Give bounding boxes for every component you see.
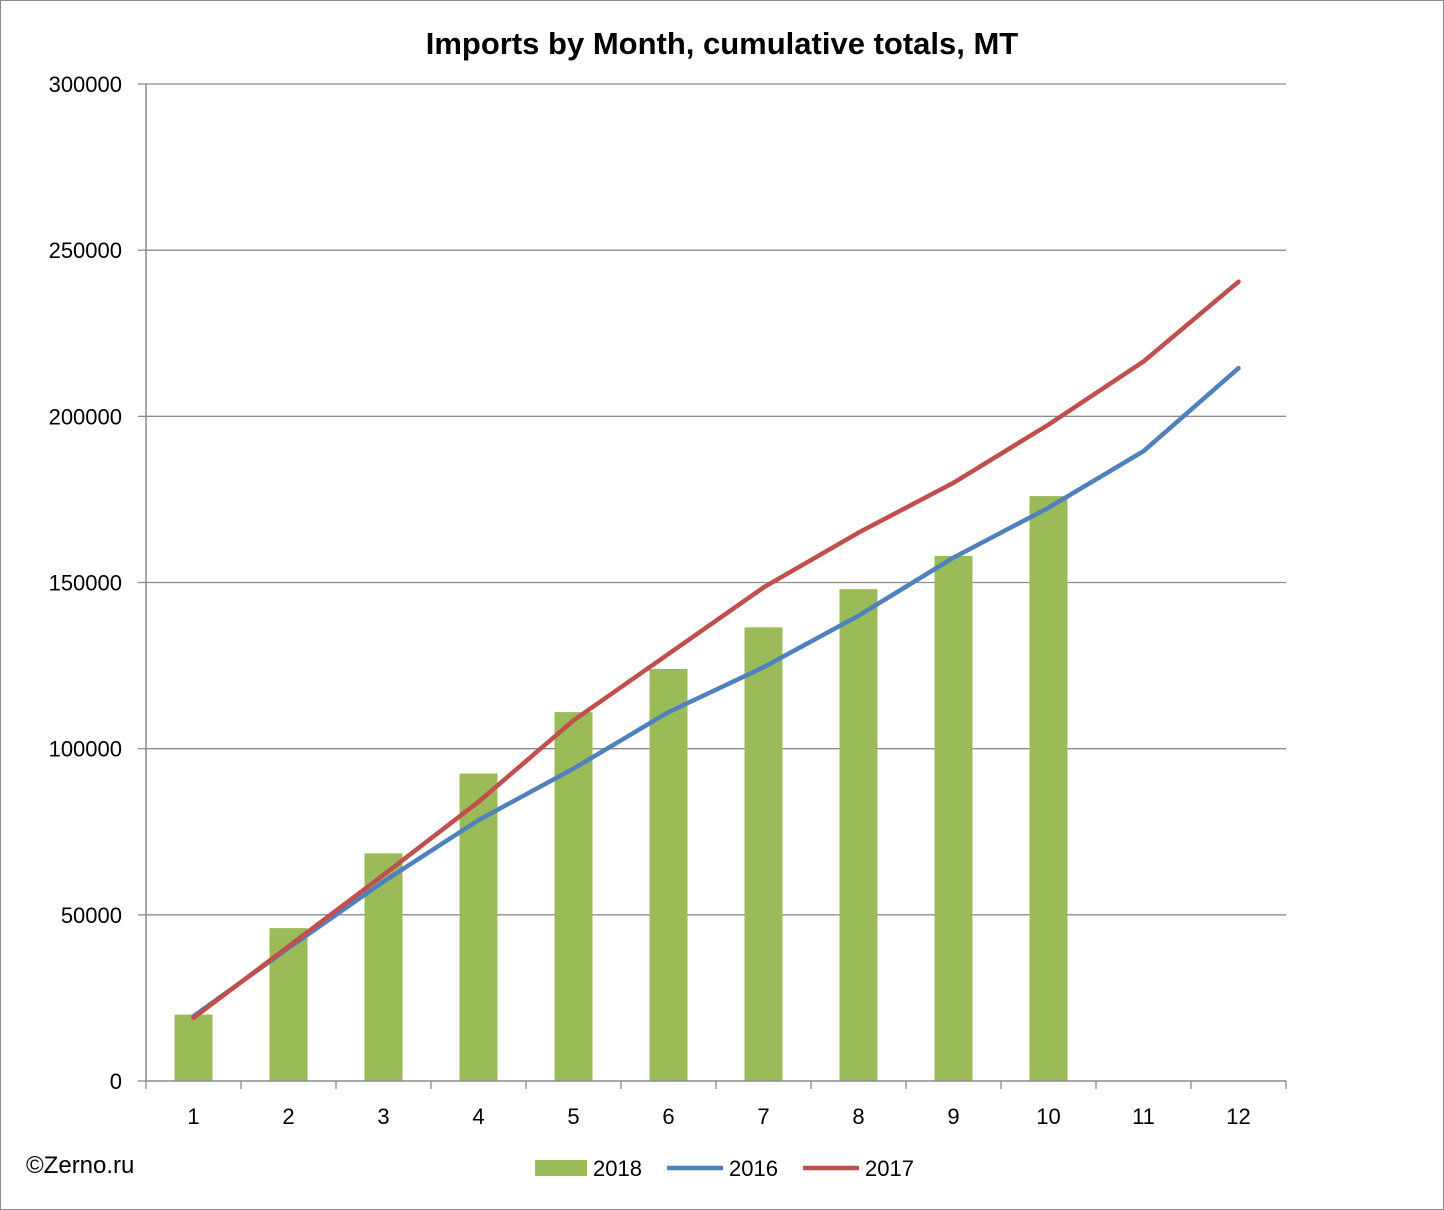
- x-tick-label: 8: [852, 1104, 864, 1129]
- gridlines: [146, 83, 1286, 916]
- line-series-2016: [191, 365, 1241, 1019]
- y-tick-label: 50000: [61, 903, 122, 928]
- x-tick-label: 6: [662, 1104, 674, 1129]
- bar-2018-6: [649, 668, 688, 1081]
- y-tick-label: 150000: [49, 571, 122, 596]
- bar-2018-1: [174, 1014, 213, 1081]
- y-tick-label: 250000: [49, 238, 122, 263]
- bar-2018-10: [1029, 496, 1068, 1081]
- legend-label-2016: 2016: [729, 1156, 778, 1181]
- bar-2018-7: [744, 627, 783, 1081]
- y-tick-label: 0: [110, 1069, 122, 1094]
- x-tick-label: 12: [1226, 1104, 1250, 1129]
- legend-label-2018: 2018: [593, 1156, 642, 1181]
- x-tick-label: 3: [377, 1104, 389, 1129]
- chart-title: Imports by Month, cumulative totals, MT: [425, 26, 1019, 61]
- x-tick-label: 9: [947, 1104, 959, 1129]
- bar-2018-8: [839, 589, 878, 1081]
- axes: [138, 83, 1287, 1089]
- x-tick-label: 4: [472, 1104, 484, 1129]
- y-tick-label: 200000: [49, 404, 122, 429]
- x-tick-labels: 1 2 3 4 5 6 7 8 9 10 11 12: [187, 1104, 1250, 1129]
- line-series: [191, 279, 1241, 1021]
- x-tick-label: 2: [282, 1104, 294, 1129]
- legend: 2018 2016 2017: [535, 1156, 914, 1181]
- x-tick-label: 10: [1036, 1104, 1060, 1129]
- x-tick-label: 11: [1132, 1104, 1155, 1129]
- bar-2018-4: [459, 773, 498, 1081]
- line-series-2017: [191, 279, 1241, 1021]
- bar-series-2018: [174, 496, 1068, 1081]
- y-tick-labels: 0 50000 100000 150000 200000 250000 300000: [49, 72, 122, 1094]
- x-tick-label: 1: [187, 1104, 199, 1129]
- y-tick-label: 300000: [49, 72, 122, 97]
- copyright-text: ©Zerno.ru: [26, 1152, 135, 1179]
- legend-swatch-2018: [535, 1160, 587, 1176]
- x-tick-label: 5: [567, 1104, 579, 1129]
- bar-2018-2: [269, 928, 308, 1081]
- y-tick-label: 100000: [49, 737, 122, 762]
- x-tick-label: 7: [757, 1104, 769, 1129]
- bar-2018-9: [934, 555, 973, 1081]
- legend-label-2017: 2017: [865, 1156, 914, 1181]
